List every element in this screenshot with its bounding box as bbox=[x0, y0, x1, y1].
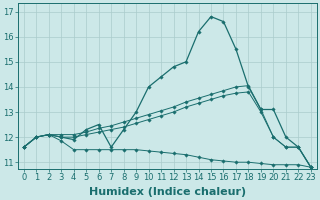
X-axis label: Humidex (Indice chaleur): Humidex (Indice chaleur) bbox=[89, 187, 246, 197]
